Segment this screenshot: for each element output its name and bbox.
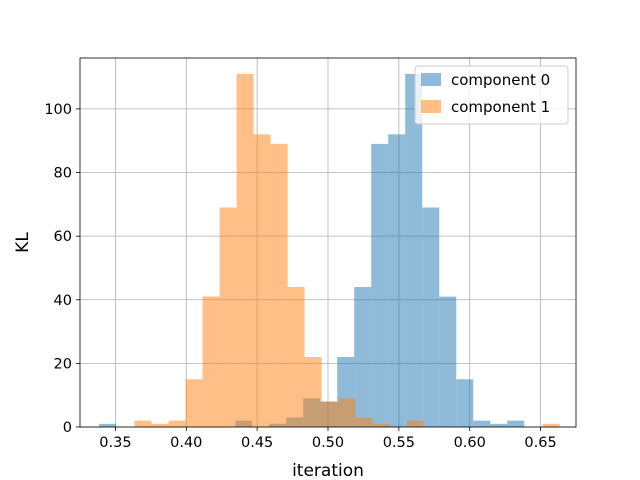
histogram-bar-series-0 — [99, 423, 117, 427]
axis-ticks: 0.35 0.40 0.45 0.50 0.55 0.60 0.65 0 20 40 60 80 100 — [44, 102, 556, 451]
histogram-bar-series-0 — [439, 296, 457, 427]
histogram-bar-series-1 — [236, 73, 254, 427]
histogram-bar-series-1 — [185, 379, 203, 427]
histogram-bar-series-1 — [372, 423, 390, 427]
legend-label: component 1 — [451, 98, 550, 116]
y-tick-label: 60 — [54, 229, 72, 245]
x-axis-label: iteration — [292, 461, 364, 480]
x-tick-label: 0.45 — [241, 435, 273, 451]
histogram-bar-series-1 — [542, 423, 560, 427]
y-tick-label: 0 — [63, 420, 72, 436]
legend-box — [414, 65, 569, 125]
x-tick-label: 0.40 — [170, 435, 202, 451]
histogram-bar-series-1 — [321, 401, 339, 427]
x-tick-label: 0.65 — [524, 435, 556, 451]
histogram-bar-series-1 — [202, 296, 220, 427]
x-tick-label: 0.35 — [99, 435, 131, 451]
y-tick-label: 100 — [44, 102, 72, 118]
y-tick-label: 40 — [54, 293, 72, 309]
histogram-bar-series-1 — [270, 143, 288, 427]
histogram-bar-series-0 — [422, 207, 440, 427]
x-tick-label: 0.55 — [383, 435, 415, 451]
histogram-bar-series-0 — [490, 423, 508, 427]
histogram-bar-series-1 — [134, 420, 152, 427]
histogram-bar-series-0 — [405, 73, 423, 427]
histogram-bar-series-0 — [507, 420, 525, 427]
histogram-bar-series-0 — [354, 287, 372, 427]
histogram-bars — [99, 73, 560, 427]
x-tick-label: 0.60 — [454, 435, 486, 451]
legend: component 0 component 1 — [414, 65, 569, 125]
y-tick-label: 80 — [54, 166, 72, 182]
histogram-bar-series-0 — [473, 420, 491, 427]
y-tick-label: 20 — [54, 356, 72, 372]
y-axis-label: KL — [13, 232, 33, 253]
histogram-bar-series-1 — [219, 207, 237, 427]
x-tick-label: 0.50 — [312, 435, 344, 451]
legend-label: component 0 — [451, 71, 550, 89]
histogram-bar-series-1 — [406, 420, 424, 427]
histogram-bar-series-1 — [304, 357, 322, 427]
histogram-bar-series-0 — [456, 379, 474, 427]
histogram-bar-series-0 — [371, 143, 389, 427]
histogram-bar-series-1 — [287, 287, 305, 427]
histogram-bar-series-1 — [338, 398, 356, 427]
histogram-bar-series-1 — [168, 420, 186, 427]
legend-swatch — [421, 100, 441, 113]
histogram-bar-series-1 — [355, 417, 373, 427]
histogram-bar-series-1 — [151, 423, 169, 427]
histogram-bar-series-0 — [388, 134, 406, 427]
histogram-bar-series-1 — [253, 134, 271, 427]
legend-swatch — [421, 73, 441, 86]
